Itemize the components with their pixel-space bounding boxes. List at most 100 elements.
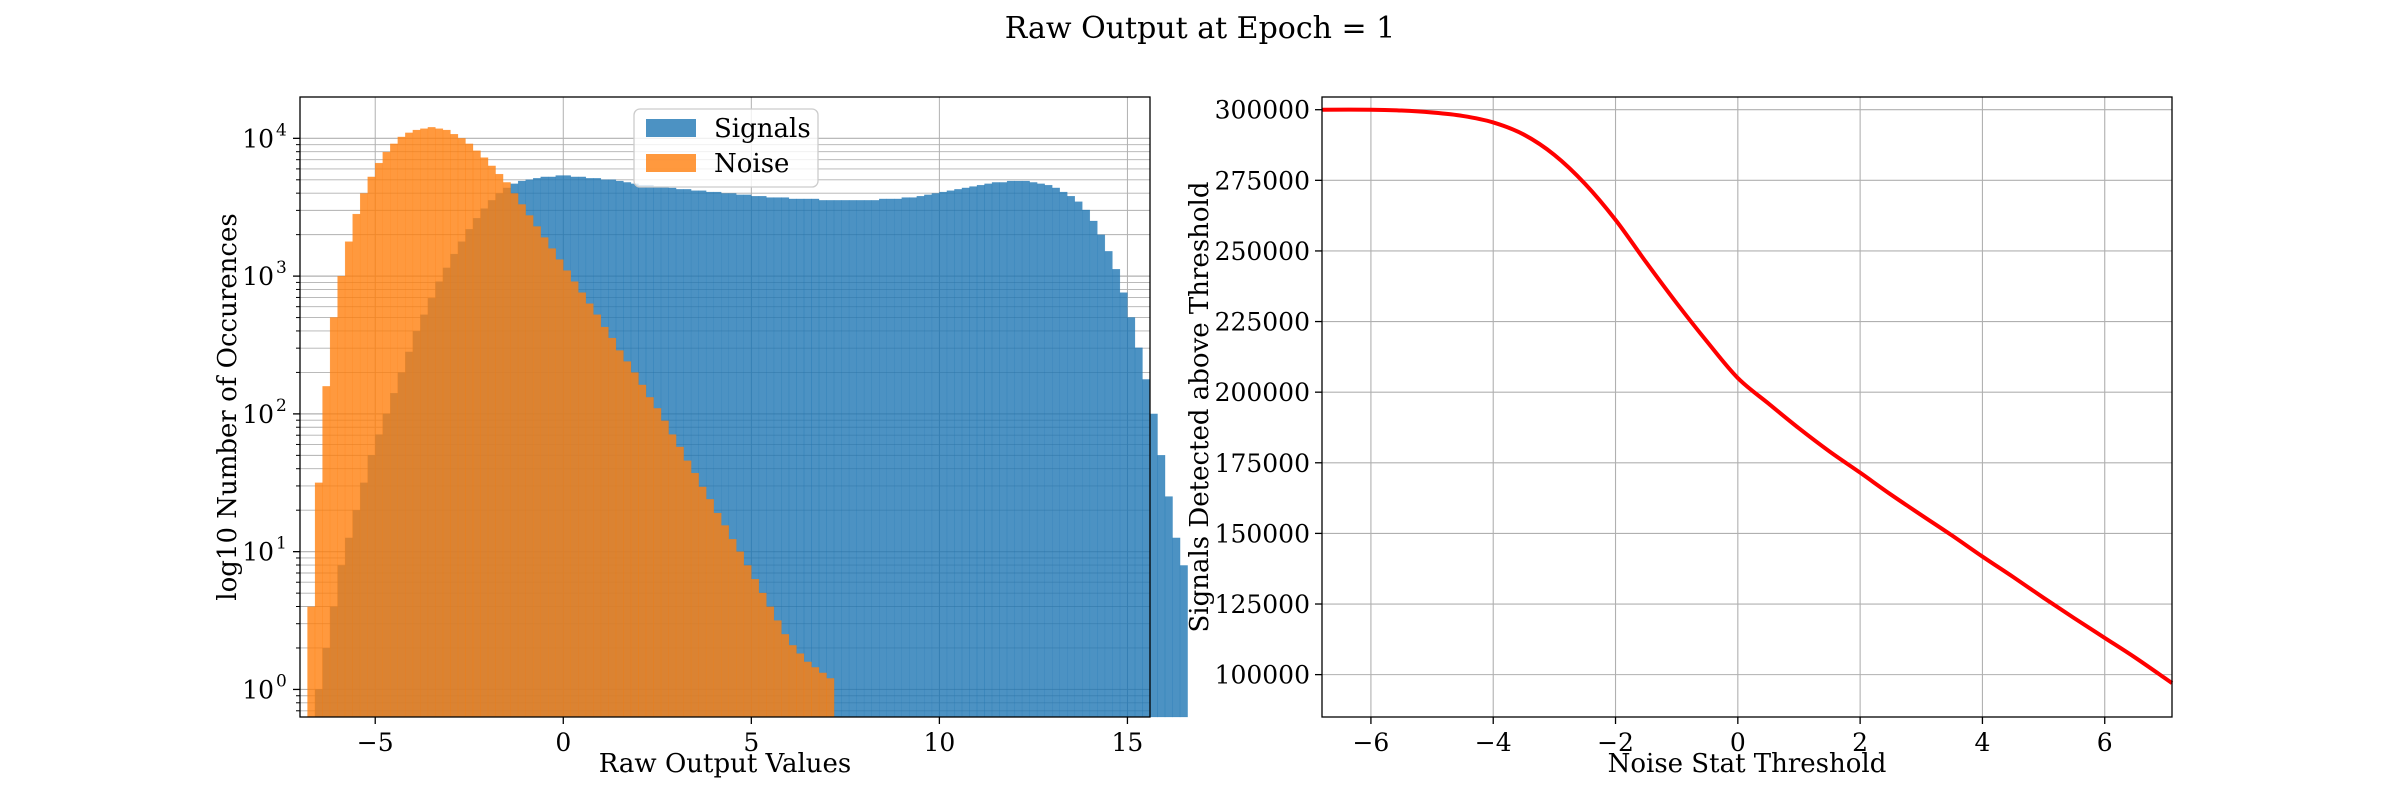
histogram-bar-signals	[811, 198, 820, 718]
histogram-bar-signals	[1082, 209, 1091, 718]
histogram-bar-noise	[788, 645, 797, 718]
histogram-bar-noise	[329, 317, 338, 718]
histogram-bar-noise	[608, 337, 617, 718]
histogram-x-tick-label: 5	[743, 728, 759, 757]
histogram-bar-signals	[1179, 565, 1188, 718]
histogram-bar-signals	[931, 193, 940, 718]
histogram-bar-noise	[698, 486, 707, 718]
histogram-y-axis-label: log10 Number of Occurences	[213, 213, 243, 600]
line-grid	[1322, 97, 2172, 717]
histogram-bar-noise	[653, 408, 662, 718]
histogram-bar-signals	[961, 187, 970, 718]
histogram-bar-signals	[1074, 201, 1083, 718]
histogram-x-axis-label: Raw Output Values	[599, 749, 851, 779]
histogram-bar-signals	[1104, 251, 1113, 718]
line-x-tick-label: 6	[2097, 728, 2113, 757]
histogram-y-tick-label: 10	[242, 124, 274, 153]
histogram-bar-noise	[623, 361, 632, 718]
line-y-tick-label: 225000	[1215, 308, 1310, 337]
histogram-bar-signals	[803, 198, 812, 718]
histogram-legend: Signals Noise	[633, 108, 819, 188]
histogram-bar-noise	[578, 292, 587, 718]
histogram-y-tick-exponent: 4	[276, 120, 287, 140]
histogram-bar-noise	[344, 241, 353, 718]
histogram-bar-noise	[352, 213, 361, 718]
legend-swatch-signals	[646, 119, 696, 137]
histogram-bar-signals	[999, 182, 1008, 718]
histogram-bar-noise	[645, 397, 654, 718]
histogram-bar-noise	[593, 314, 602, 718]
histogram-bar-signals	[879, 198, 887, 718]
histogram-bar-noise	[525, 215, 534, 718]
histogram-y-tick-exponent: 3	[276, 258, 287, 278]
histogram-bar-noise	[480, 157, 489, 718]
line-y-tick-label: 275000	[1215, 166, 1310, 195]
histogram-bar-signals	[954, 189, 963, 718]
histogram-y-tick-label: 10	[242, 262, 274, 291]
histogram-bar-signals	[788, 198, 797, 718]
histogram-bar-noise	[668, 434, 677, 718]
line-y-tick-label: 100000	[1215, 661, 1310, 690]
histogram-bar-noise	[736, 551, 745, 718]
histogram-bar-noise	[713, 512, 722, 718]
histogram-bar-noise	[532, 226, 541, 718]
histogram-bar-signals	[1172, 537, 1181, 718]
histogram-bar-noise	[751, 579, 760, 718]
histogram-bar-noise	[758, 592, 767, 718]
histogram-x-tick-label: 15	[1112, 728, 1144, 757]
histogram-bar-signals	[1164, 496, 1173, 718]
histogram-bar-noise	[705, 499, 714, 718]
histogram-bar-signals	[1149, 413, 1158, 718]
histogram-bar-signals	[991, 182, 1000, 718]
histogram-bar-noise	[826, 678, 835, 718]
histogram-bar-noise	[548, 248, 556, 718]
histogram-bar-noise	[412, 129, 421, 718]
histogram-bar-signals	[916, 195, 925, 718]
histogram-bar-noise	[367, 176, 376, 718]
histogram-bar-signals	[901, 197, 910, 718]
line-x-tick-label: 0	[1730, 728, 1746, 757]
histogram-y-tick-label: 10	[242, 675, 274, 704]
histogram-bar-signals	[818, 200, 827, 718]
histogram-bar-noise	[743, 565, 752, 718]
histogram-bar-noise	[781, 634, 790, 718]
histogram-bar-noise	[322, 386, 331, 718]
histogram-bar-noise	[517, 204, 526, 718]
histogram-bar-noise	[502, 182, 511, 718]
histogram-y-tick-label: 10	[242, 538, 274, 567]
histogram-bar-signals	[1142, 379, 1151, 718]
histogram-bar-signals	[871, 200, 880, 718]
histogram-bar-noise	[314, 482, 323, 718]
line-y-tick-label: 150000	[1215, 519, 1310, 548]
histogram-bar-noise	[721, 525, 729, 718]
histogram-bar-signals	[848, 200, 857, 718]
line-y-tick-label: 250000	[1215, 237, 1310, 266]
histogram-bar-signals	[1029, 182, 1038, 718]
histogram-bar-signals	[886, 198, 895, 718]
histogram-bar-signals	[856, 200, 865, 718]
histogram-bar-noise	[390, 143, 398, 718]
histogram-x-ticks: −5 0 5 10 15	[357, 717, 1144, 757]
line-series-signals-detected	[1321, 107, 2174, 685]
line-x-axis-label: Noise Stat Threshold	[1608, 749, 1887, 779]
histogram-bar-noise	[585, 303, 594, 718]
line-y-axis-label: Signals Detected above Threshold	[1185, 181, 1215, 632]
histogram-bar-noise	[382, 151, 391, 718]
histogram-x-tick-label: 0	[555, 728, 571, 757]
histogram-bar-noise	[630, 372, 639, 718]
line-x-tick-label: 2	[1852, 728, 1868, 757]
histogram-bar-noise	[615, 350, 624, 718]
histogram-y-tick-label: 10	[242, 400, 274, 429]
histogram-bar-noise	[773, 620, 782, 718]
histogram-bar-signals	[826, 200, 835, 718]
histogram-bar-noise	[465, 143, 474, 718]
legend-label-signals: Signals	[714, 114, 811, 144]
histogram-y-tick-exponent: 1	[276, 534, 287, 554]
figure-title: Raw Output at Epoch = 1	[1005, 11, 1396, 46]
histogram-bar-signals	[939, 191, 948, 718]
histogram-bar-signals	[1089, 220, 1098, 718]
histogram-bar-signals	[1036, 183, 1045, 718]
histogram-bar-signals	[1119, 292, 1128, 718]
